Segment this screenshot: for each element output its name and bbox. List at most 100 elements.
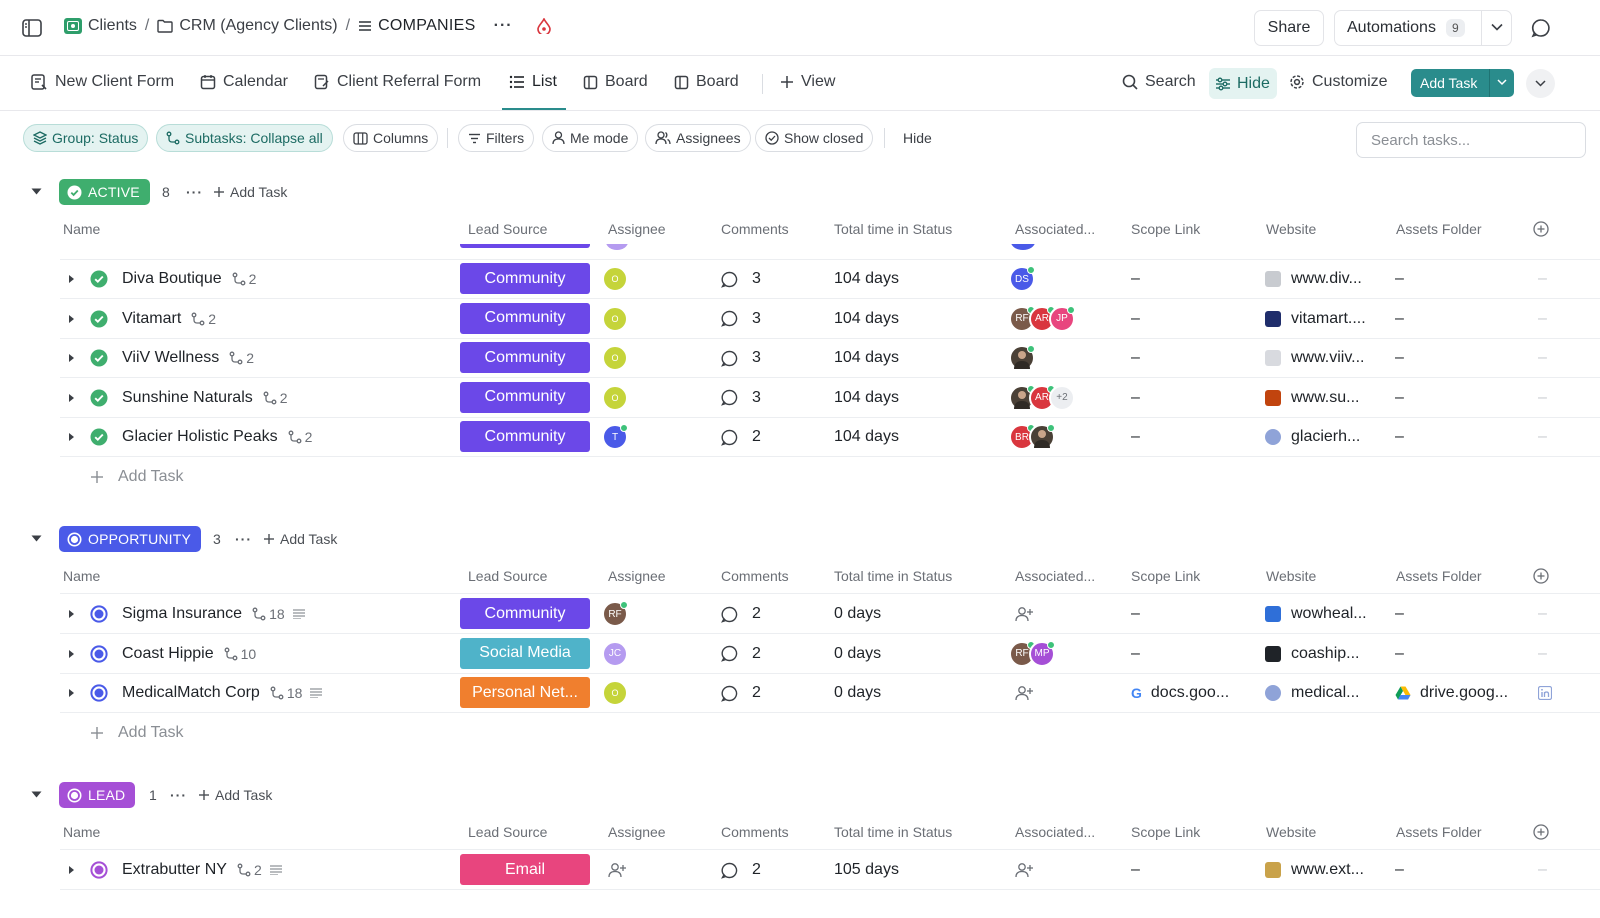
add-associate-icon[interactable]	[1015, 685, 1033, 701]
task-row[interactable]: Sigma Insurance 18 Community RF 2 0 days – wowh…	[60, 594, 1600, 634]
subtask-count[interactable]: 2	[288, 429, 312, 445]
column-header-assignee[interactable]: Assignee	[608, 824, 666, 840]
task-row[interactable]: Sunshine Naturals 2 Community O 3 104 days AR +…	[60, 378, 1600, 418]
associated-cell[interactable]	[1009, 338, 1035, 378]
website-cell[interactable]: www.ext...	[1265, 850, 1364, 890]
column-header-lead-source[interactable]: Lead Source	[468, 824, 548, 840]
hide-button[interactable]: Hide	[1209, 68, 1277, 99]
website-cell[interactable]: coaship...	[1265, 634, 1359, 674]
subtask-count[interactable]: 2	[263, 390, 288, 406]
status-badge-lead[interactable]: LEAD	[59, 782, 136, 808]
column-header-assignee[interactable]: Assignee	[608, 221, 666, 237]
assignee-cell[interactable]: O	[602, 378, 628, 418]
expand-caret-icon[interactable]	[68, 594, 75, 634]
task-name[interactable]: Glacier Holistic Peaks 2	[122, 417, 312, 457]
scope-link-cell[interactable]: –	[1131, 644, 1140, 662]
subtask-count[interactable]: 18	[252, 606, 285, 622]
columns-pill[interactable]: Columns	[343, 124, 439, 152]
add-associate-icon[interactable]	[1015, 606, 1033, 622]
task-name-text[interactable]: Vitamart	[122, 309, 182, 327]
task-row[interactable]: Extrabutter NY 2 Email 2 105 days – www.ext...…	[60, 850, 1600, 890]
task-name-text[interactable]: Sigma Insurance	[122, 605, 243, 622]
lead-source-tag[interactable]: Email	[460, 854, 590, 885]
collapse-caret-icon[interactable]	[31, 791, 42, 798]
assets-folder-cell[interactable]: –	[1395, 270, 1404, 287]
expand-caret-icon[interactable]	[68, 850, 75, 890]
task-row[interactable]: Glacier Holistic Peaks 2 Community T 2 104 da…	[60, 417, 1600, 457]
add-task-button[interactable]: Add Task	[1411, 69, 1514, 97]
task-name-text[interactable]: MedicalMatch Corp	[122, 684, 260, 701]
associated-cell[interactable]: DS	[1009, 259, 1035, 299]
column-header-time-in-status[interactable]: Total time in Status	[834, 568, 953, 584]
more-icon[interactable]: ···	[170, 787, 187, 803]
assignee-cell[interactable]: RF	[602, 594, 628, 634]
search-tasks-input[interactable]: Search tasks...	[1356, 122, 1586, 158]
task-name[interactable]: Vitamart 2	[122, 299, 216, 339]
comments-cell[interactable]: 2	[721, 594, 761, 634]
assignee-cell[interactable]: O	[602, 673, 628, 713]
column-header-scope-link[interactable]: Scope Link	[1131, 221, 1201, 237]
status-badge-opportunity[interactable]: OPPORTUNITY	[59, 526, 202, 552]
lead-source-tag[interactable]: Community	[460, 381, 590, 413]
tab-new-client-form[interactable]: New Client Form	[30, 73, 174, 91]
sidebar-toggle-icon[interactable]	[22, 19, 42, 37]
column-header-associated[interactable]: Associated...	[1015, 824, 1096, 840]
associated-cell[interactable]	[1009, 594, 1033, 634]
task-name[interactable]: Coast Hippie 10	[122, 634, 256, 674]
column-header-assets-folder[interactable]: Assets Folder	[1396, 824, 1482, 840]
website-cell[interactable]: www.su...	[1265, 378, 1359, 418]
website-link[interactable]: medical...	[1291, 684, 1360, 701]
chevron-down-icon[interactable]	[1491, 23, 1503, 31]
assets-folder-cell[interactable]: drive.goog...	[1395, 673, 1508, 713]
status-complete-icon[interactable]	[90, 417, 108, 457]
group-add-task-button[interactable]: Add Task	[213, 184, 287, 200]
subtask-count[interactable]: 2	[229, 350, 254, 366]
column-header-website[interactable]: Website	[1266, 568, 1317, 584]
task-name[interactable]: Diva Boutique 2	[122, 259, 256, 299]
task-name[interactable]: ViiV Wellness 2	[122, 338, 254, 378]
column-header-associated[interactable]: Associated...	[1015, 568, 1096, 584]
tab-list[interactable]: List	[509, 73, 557, 91]
comments-cell[interactable]: 2	[721, 417, 761, 457]
show-closed-pill[interactable]: Show closed	[755, 124, 874, 152]
column-header-associated[interactable]: Associated...	[1015, 221, 1096, 237]
expand-caret-icon[interactable]	[68, 378, 75, 418]
collapse-caret-icon[interactable]	[31, 535, 42, 542]
more-icon[interactable]: ···	[235, 531, 252, 547]
status-badge-active[interactable]: ACTIVE	[59, 179, 150, 205]
more-icon[interactable]: ···	[186, 184, 203, 200]
add-view-button[interactable]: View	[780, 73, 835, 91]
lead-source-tag[interactable]: Community	[460, 263, 590, 294]
expand-caret-icon[interactable]	[68, 338, 75, 378]
column-header-time-in-status[interactable]: Total time in Status	[834, 824, 953, 840]
task-row[interactable]: MedicalMatch Corp 18 Personal Net... O 2 0 da…	[60, 673, 1600, 713]
scope-link-cell[interactable]: –	[1131, 349, 1140, 366]
assets-folder-cell[interactable]: –	[1395, 861, 1404, 878]
task-name[interactable]: Sigma Insurance 18	[122, 594, 305, 634]
assignee-cell[interactable]	[608, 850, 626, 890]
column-header-assignee[interactable]: Assignee	[608, 568, 666, 584]
share-button[interactable]: Share	[1254, 10, 1324, 46]
favorite-drop-icon[interactable]	[536, 18, 551, 34]
assets-folder-cell[interactable]: –	[1395, 309, 1404, 327]
column-header-assets-folder[interactable]: Assets Folder	[1396, 568, 1482, 584]
scope-link-cell[interactable]: –	[1131, 605, 1140, 622]
column-header-lead-source[interactable]: Lead Source	[468, 221, 548, 237]
column-header-assets-folder[interactable]: Assets Folder	[1396, 221, 1482, 237]
lead-source-tag[interactable]: Social Media	[460, 637, 590, 669]
tab-client-referral-form[interactable]: Client Referral Form	[314, 73, 481, 91]
task-row[interactable]: Diva Boutique 2 Community O 3 104 days DS – www.…	[60, 259, 1600, 299]
website-cell[interactable]: medical...	[1265, 673, 1359, 713]
assignee-cell[interactable]: O	[602, 338, 628, 378]
search-button[interactable]: Search	[1122, 73, 1196, 91]
comments-cell[interactable]: 3	[721, 338, 761, 378]
lead-source-tag[interactable]: Community	[460, 421, 590, 452]
assignee-cell[interactable]: O	[602, 259, 628, 299]
chevron-down-icon[interactable]	[1497, 79, 1507, 86]
inline-add-task[interactable]: Add Task	[90, 468, 184, 486]
column-header-scope-link[interactable]: Scope Link	[1131, 568, 1201, 584]
assignee-cell[interactable]: O	[602, 299, 628, 339]
column-header-time-in-status[interactable]: Total time in Status	[834, 221, 953, 237]
status-complete-icon[interactable]	[90, 299, 108, 339]
associated-cell[interactable]: AR +2	[1009, 378, 1075, 418]
